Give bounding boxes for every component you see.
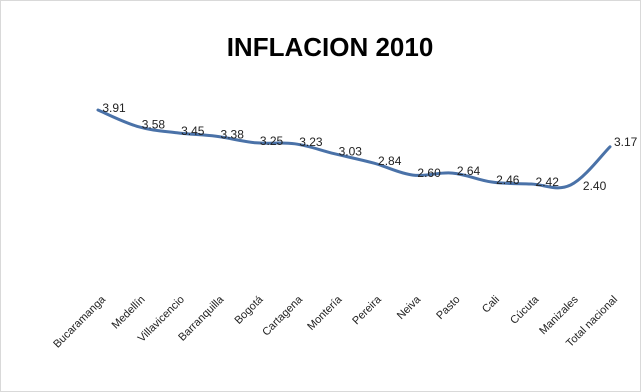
x-tick-label: Medellín [110, 294, 148, 332]
data-label: 3.38 [221, 127, 245, 141]
x-tick-label: Bogotá [232, 293, 266, 327]
data-label: 2.40 [583, 179, 607, 193]
series-line [96, 108, 612, 190]
data-label: 2.42 [536, 175, 560, 189]
x-tick-label: Pasto [434, 294, 462, 322]
data-label: 2.60 [417, 166, 441, 180]
data-label: 3.03 [339, 145, 363, 159]
data-label: 2.84 [378, 154, 402, 168]
data-label: 3.45 [181, 124, 205, 138]
x-tick-label: Pereira [350, 293, 384, 327]
data-label: 3.58 [142, 117, 166, 131]
x-tick-label: Cartagena [260, 293, 305, 338]
x-tick-label: Cúcuta [508, 293, 542, 327]
data-label: 3.23 [299, 135, 323, 149]
data-label: 3.17 [614, 135, 638, 149]
data-label: 2.64 [457, 164, 481, 178]
x-tick-label: Neiva [395, 293, 424, 322]
x-tick-label: Bucaramanga [51, 293, 109, 351]
data-label: 3.25 [260, 134, 284, 148]
x-axis-ticks: Bucaramanga MedellínVillavicencioBarranqu… [51, 293, 620, 351]
chart-title: INFLACION 2010 [227, 32, 434, 62]
data-label: 3.91 [102, 101, 126, 115]
x-tick-label: Montería [305, 293, 345, 333]
data-label: 2.46 [496, 173, 520, 187]
x-tick-label: Cali [480, 294, 502, 316]
data-labels: 3.91 3.58 3.45 3.38 3.25 3.23 3.03 2.84 2.60 2.64… [102, 101, 637, 193]
